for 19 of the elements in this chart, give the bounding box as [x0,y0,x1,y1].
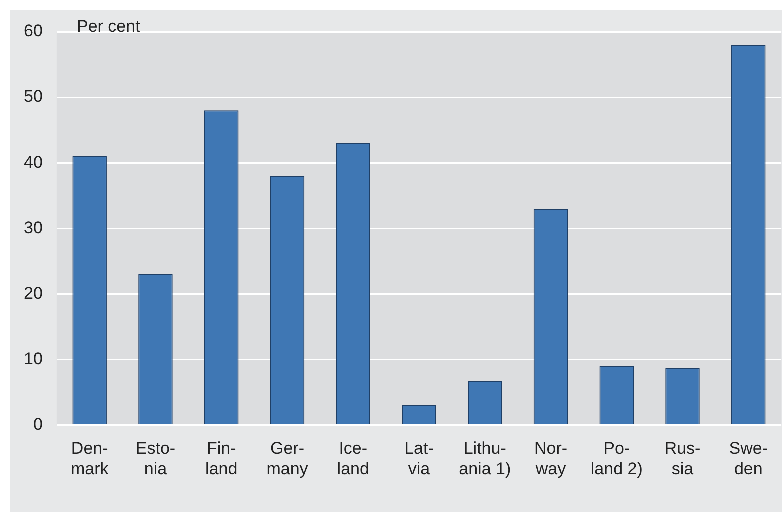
y-tick-label: 20 [24,284,43,303]
x-tick-label: Ger- many [266,439,309,478]
x-tick-label: Rus- sia [664,439,701,478]
y-tick-label: 30 [24,218,43,238]
x-tick-label: Lat- via [404,439,434,478]
y-tick-label: 60 [24,22,43,41]
x-tick-label: Fin- land [206,439,238,478]
y-tick-label: 40 [24,152,43,172]
y-tick-label: 10 [24,349,43,368]
x-tick-label: Swe- den [729,439,768,478]
x-tick-label: Lithu- ania 1) [459,439,512,478]
y-tick-label: 50 [24,87,43,106]
y-tick-label: 0 [33,414,43,434]
x-tick-label: Esto- nia [136,439,176,478]
y-axis-title: Per cent [77,17,140,37]
x-tick-label: Ice- land [337,439,370,478]
x-tick-label: Nor- way [534,439,568,478]
x-tick-label: Den- mark [70,439,110,478]
x-tick-label: Po- land 2) [590,439,643,478]
